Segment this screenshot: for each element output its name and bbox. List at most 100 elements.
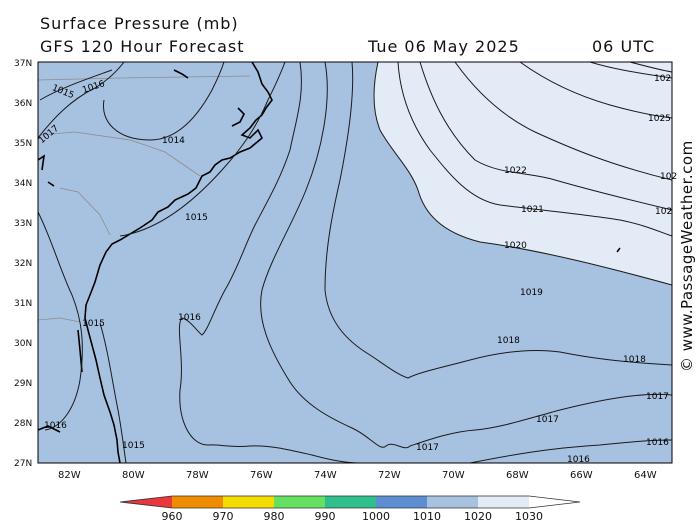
coastline (173, 69, 189, 79)
legend-swatch-960-970 (172, 496, 223, 508)
plot-frame (37, 61, 673, 464)
coastline (47, 181, 55, 187)
legend-swatch-1010-1020 (427, 496, 478, 508)
lat-label: 31N (14, 299, 32, 309)
lon-label: 64W (634, 470, 657, 481)
lat-label: 34N (14, 179, 32, 189)
isobar (178, 62, 361, 463)
lat-label: 27N (14, 459, 32, 469)
isobar (373, 62, 672, 286)
lon-label: 78W (186, 470, 209, 481)
isobar (454, 62, 672, 181)
isobar-label-1016: 1016 (567, 455, 590, 465)
longitude-axis: 82W 80W 78W 76W 74W 72W 70W 68W 66W 64W (58, 470, 657, 481)
isobar (102, 62, 225, 141)
lon-label: 70W (442, 470, 465, 481)
state-border (38, 317, 81, 323)
isobar-label-1016: 1016 (178, 313, 201, 323)
isobar-label-1022: 1022 (504, 166, 527, 176)
map-title: Surface Pressure (mb) (40, 14, 239, 33)
legend-tick: 1000 (362, 510, 390, 523)
isobar (589, 62, 672, 79)
state-border (39, 131, 201, 177)
isobar-label-1019: 1019 (520, 288, 543, 298)
forecast-subtitle: GFS 120 Hour Forecast (40, 37, 245, 56)
pressure-legend: 960 970 980 990 1000 1010 1020 1030 (119, 495, 581, 523)
lat-label: 36N (14, 99, 32, 109)
legend-outline (119, 495, 581, 509)
legend-swatch-1000-1010 (376, 496, 427, 508)
isobars (38, 62, 672, 463)
coastline (38, 154, 46, 171)
isobar-label-1024: 102 (654, 74, 671, 84)
isobar (629, 62, 672, 73)
lon-label: 80W (122, 470, 145, 481)
lat-label: 33N (14, 219, 32, 229)
isobar-label-1017: 1017 (646, 392, 669, 402)
isobar-label-1017: 1017 (416, 443, 439, 453)
lon-label: 66W (570, 470, 593, 481)
isobar-label-1020: 1020 (504, 241, 527, 251)
lon-label: 74W (314, 470, 337, 481)
isobar (469, 439, 672, 463)
lat-label: 30N (14, 339, 32, 349)
isobar-labels: 1015 1016 1017 1014 1015 1015 1016 1016 … (37, 74, 677, 465)
isobar (260, 62, 672, 449)
isobar-label-1023: 102 (660, 172, 677, 182)
lat-label: 37N (14, 59, 32, 69)
isobar (419, 62, 672, 211)
state-border (38, 75, 251, 81)
isobar (519, 62, 672, 119)
island-marker (616, 247, 621, 253)
forecast-date: Tue 06 May 2025 (368, 37, 520, 56)
forecast-time: 06 UTC (592, 37, 656, 56)
isobar (38, 62, 125, 139)
legend-tick: 960 (162, 510, 183, 523)
lat-label: 29N (14, 379, 32, 389)
legend-swatch-above-1030 (529, 496, 580, 508)
legend-tick: 990 (315, 510, 336, 523)
plot-area (38, 62, 672, 463)
lon-label: 82W (58, 470, 81, 481)
isobar-label-1016: 1016 (44, 421, 67, 431)
isobar-label-1018: 1018 (497, 336, 520, 346)
website-credit: © www.PassageWeather.com (678, 140, 696, 372)
isobar-label-1021: 1021 (521, 205, 544, 215)
legend-tick: 1010 (413, 510, 441, 523)
latitude-axis: 37N 36N 35N 34N 33N 32N 31N 30N 29N 28N … (14, 59, 32, 469)
isobar-label-1022: 102 (655, 207, 672, 217)
isobar-label-1014: 1014 (162, 136, 185, 146)
isobar (99, 322, 127, 463)
isobar (397, 62, 672, 237)
legend-swatch-980-990 (274, 496, 325, 508)
legend-tick: 1020 (464, 510, 492, 523)
isobar-label-1018: 1018 (623, 355, 646, 365)
isobar (38, 211, 83, 431)
legend-tick: 980 (264, 510, 285, 523)
coastline (38, 425, 61, 433)
coastline (84, 62, 273, 463)
isobar-label-1015: 1015 (82, 319, 105, 329)
isobar-label-1016: 1016 (646, 438, 669, 448)
legend-swatch-1020-1030 (478, 496, 529, 508)
isobar-label-1015: 1015 (185, 213, 208, 223)
lat-label: 28N (14, 419, 32, 429)
isobar-label-1025: 1025 (648, 114, 671, 124)
lon-label: 68W (506, 470, 529, 481)
isobar (119, 62, 286, 237)
lon-label: 76W (250, 470, 273, 481)
legend-swatch-990-1000 (325, 496, 376, 508)
isobar (39, 69, 113, 101)
legend-swatch-970-980 (223, 496, 274, 508)
coastline (231, 107, 245, 127)
legend-swatch-below-960 (120, 496, 172, 508)
isobar-label-1015: 1015 (122, 441, 145, 451)
legend-tick: 1030 (515, 510, 543, 523)
isobar (324, 62, 672, 379)
lat-label: 35N (14, 139, 32, 149)
lat-label: 32N (14, 259, 32, 269)
legend-tick: 970 (213, 510, 234, 523)
isobar-label-1017: 1017 (536, 415, 559, 425)
state-border (59, 187, 111, 236)
